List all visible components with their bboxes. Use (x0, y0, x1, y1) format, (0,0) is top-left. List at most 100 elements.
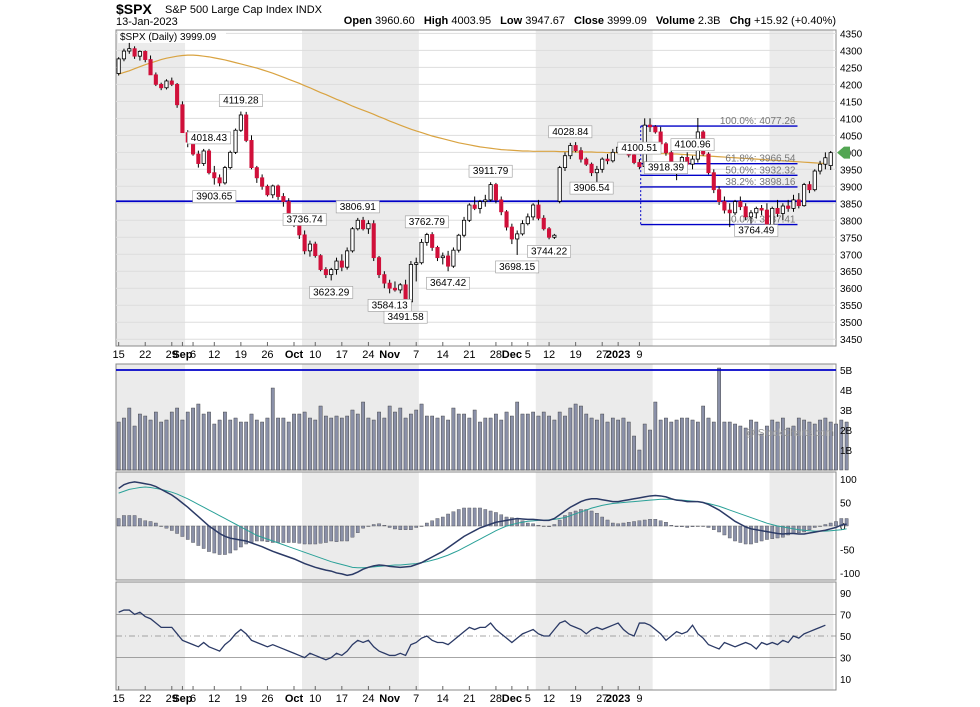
volume-bar (515, 401, 520, 471)
macd-histogram-bar (520, 520, 525, 527)
candle-body (446, 255, 451, 267)
candle-body (562, 155, 568, 169)
candle-body (775, 207, 780, 214)
candle-body (265, 185, 270, 196)
candle-body (334, 260, 339, 270)
rsi-x-axis-label: 28 (490, 693, 502, 705)
volume-bar (217, 419, 222, 471)
volume-bar (536, 415, 541, 471)
price-x-axis-label: 19 (570, 349, 582, 361)
rsi-x-axis-label: Oct (285, 693, 304, 705)
rsi-x-axis-label: 22 (139, 693, 151, 705)
macd-histogram-bar (425, 522, 429, 527)
candle-body (818, 163, 823, 172)
macd-tick-label: 50 (840, 499, 852, 510)
price-x-axis-label: 29 (166, 349, 178, 361)
macd-histogram-bar (722, 525, 727, 536)
macd-histogram-bar (621, 522, 626, 527)
candle-body (148, 59, 153, 76)
macd-histogram-bar (823, 524, 828, 527)
macd-histogram-bar (547, 525, 551, 527)
macd-histogram-bar (223, 525, 227, 555)
volume-bar (770, 419, 775, 471)
macd-histogram-bar (828, 522, 833, 527)
candle-body (573, 145, 578, 152)
candle-body (302, 234, 307, 252)
macd-histogram-bar (446, 513, 450, 527)
macd-histogram-bar (451, 511, 456, 527)
candle-body (345, 250, 350, 268)
macd-histogram-bar (834, 521, 838, 527)
candle-body (244, 114, 249, 141)
volume-bar (759, 433, 764, 471)
candle-body (419, 241, 424, 264)
candle-body (780, 205, 785, 214)
candle-body (233, 129, 238, 153)
price-x-axis-label: 5 (525, 349, 531, 361)
candle-body (738, 201, 743, 208)
candle-body (515, 233, 520, 240)
volume-bar (711, 421, 716, 471)
chart-header: $SPX S&P 500 Large Cap Index INDX 13-Jan… (116, 0, 836, 28)
candle-body (791, 199, 796, 209)
volume-bar (302, 411, 307, 471)
volume-bar (435, 417, 440, 471)
candle-body (387, 282, 392, 289)
volume-bar (478, 421, 482, 471)
macd-histogram-bar (403, 525, 408, 530)
candle-body (127, 48, 132, 52)
macd-tick-label: 100 (840, 475, 857, 486)
macd-histogram-bar (228, 525, 233, 554)
volume-tick-label: 3B (840, 406, 853, 417)
rsi-line (118, 609, 826, 661)
candle-body (531, 204, 536, 218)
rsi-x-axis-label: 27 (596, 693, 608, 705)
macd-histogram-bar (510, 517, 514, 527)
macd-histogram-bar (637, 520, 642, 527)
macd-histogram-bar (340, 525, 344, 542)
rsi-x-axis-label: 19 (570, 693, 582, 705)
rsi-x-axis-label: 21 (463, 693, 475, 705)
volume-bar (722, 421, 727, 471)
macd-histogram-bar (600, 516, 604, 527)
macd-histogram-bar (393, 525, 397, 530)
macd-histogram-bar (366, 525, 371, 527)
candle-body (276, 185, 281, 197)
volume-bar (563, 415, 567, 471)
macd-histogram-bar (557, 519, 562, 527)
volume-bar (717, 367, 721, 471)
price-x-axis-label: 15 (113, 349, 125, 361)
volume-bar (138, 413, 142, 471)
volume-bar (472, 409, 477, 471)
price-tick-label: 4300 (840, 46, 863, 57)
candle-body (663, 143, 669, 154)
volume-bar (510, 415, 514, 471)
candle-body (260, 177, 265, 187)
volume-bar (579, 405, 583, 471)
candle-body (653, 126, 658, 133)
volume-bar (116, 421, 121, 471)
volume-bar (616, 419, 620, 471)
volume-bar (329, 417, 334, 471)
volume-bar (276, 417, 280, 471)
candle-body (568, 145, 573, 157)
macd-histogram-bar (398, 525, 403, 530)
volume-bar (366, 417, 371, 471)
volume-bar (377, 411, 381, 471)
macd-histogram-bar (154, 522, 158, 527)
candle-body (584, 158, 589, 165)
price-annotation: 4100.96 (674, 140, 711, 151)
candle-body (137, 51, 142, 57)
fib-level-label: 0.0%: 3787.41 (731, 215, 796, 226)
volume-tick-label: 5B (840, 366, 853, 377)
volume-bar (541, 411, 546, 471)
volume-bar (637, 449, 642, 471)
symbol-title: $SPX (116, 1, 152, 17)
macd-histogram-bar (159, 525, 163, 527)
volume-bar (143, 415, 148, 471)
price-annotation: 3806.91 (340, 202, 377, 213)
rsi-x-axis-label: 7 (413, 693, 419, 705)
macd-histogram-bar (318, 525, 323, 544)
rsi-x-axis-label: 2023 (606, 693, 630, 705)
